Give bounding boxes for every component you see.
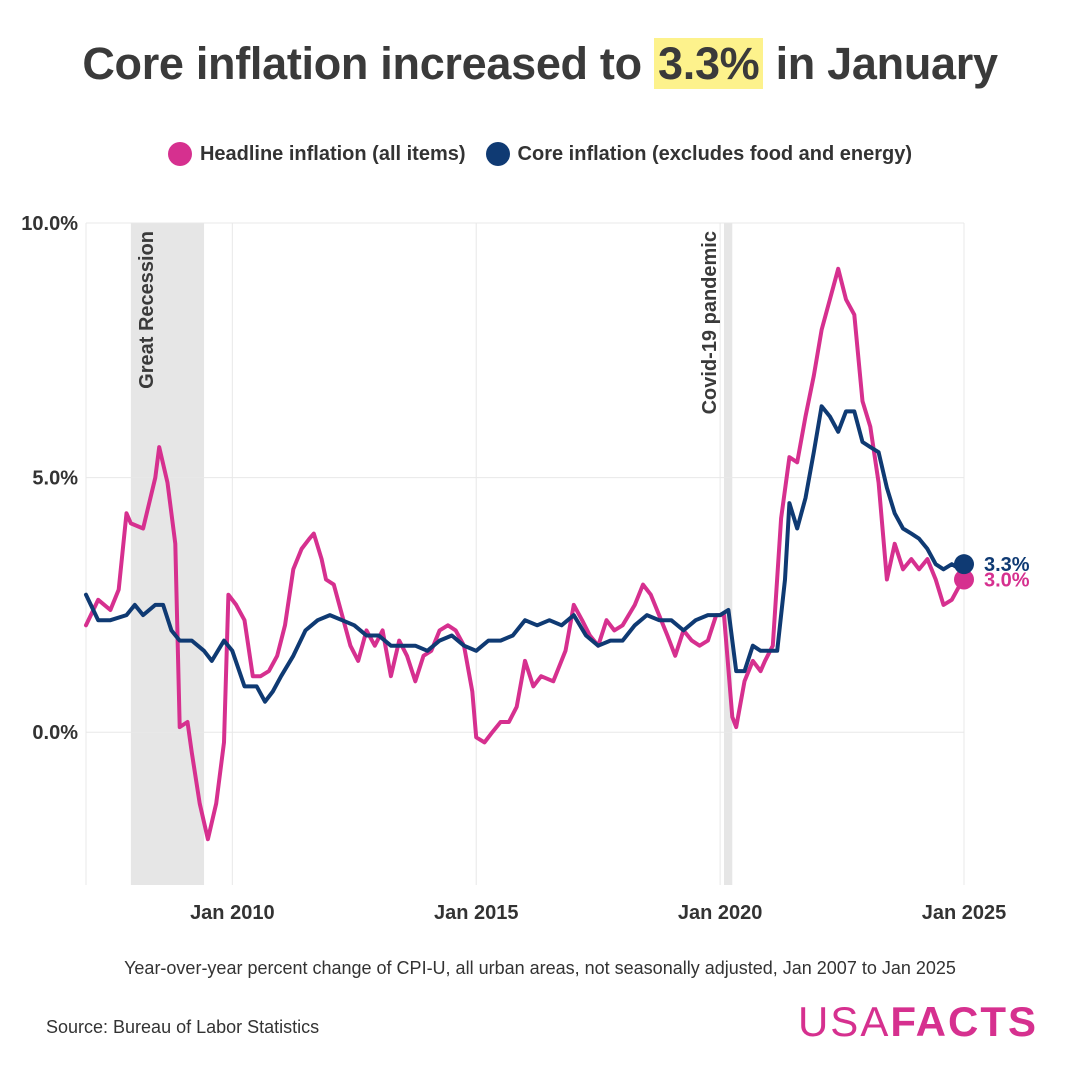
page-title: Core inflation increased to 3.3% in Janu…	[0, 38, 1080, 90]
series-line-headline	[84, 266, 966, 842]
end-label-headline: 3.0%	[984, 569, 1030, 591]
y-tick-label: 10.0%	[21, 213, 78, 235]
y-tick-label: 5.0%	[32, 468, 78, 490]
end-point-core	[954, 554, 974, 575]
legend-dot-headline	[167, 142, 192, 166]
shaded-period-label: Covid-19 pandemic	[699, 231, 721, 414]
end-label-core: 3.3%	[984, 554, 1030, 576]
title-prefix: Core inflation increased to	[82, 38, 642, 89]
x-tick-label: Jan 2010	[190, 902, 275, 924]
legend-dot-core	[485, 142, 510, 166]
legend-label-headline: Headline inflation (all items)	[199, 142, 466, 165]
x-tick-label: Jan 2025	[922, 902, 1007, 924]
title-highlight: 3.3%	[654, 38, 764, 89]
legend-label-core: Core inflation (excludes food and energy…	[517, 142, 913, 165]
title-suffix: in January	[775, 38, 998, 89]
logo-facts: FACTS	[890, 998, 1038, 1045]
shaded-period-0	[130, 223, 205, 885]
chart-legend: Headline inflation (all items) Core infl…	[0, 142, 1080, 166]
line-chart: 0.0% 5.0% 10.0% Jan 2010 Jan 2015 Jan 2020 Jan…	[21, 213, 1030, 924]
series-line-core	[84, 404, 966, 704]
shaded-period-label: Great Recession	[136, 231, 158, 389]
logo-usa: USA	[797, 998, 891, 1045]
legend-item-core: Core inflation (excludes food and energy…	[485, 142, 913, 166]
y-tick-label: 0.0%	[32, 722, 78, 744]
usafacts-logo: USAFACTS	[798, 998, 1038, 1046]
x-tick-label: Jan 2015	[434, 902, 519, 924]
legend-item-headline: Headline inflation (all items)	[167, 142, 466, 166]
x-tick-label: Jan 2020	[678, 902, 763, 924]
end-point-headline	[954, 569, 974, 590]
chart-subtitle: Year-over-year percent change of CPI-U, …	[124, 958, 956, 978]
source-note: Source: Bureau of Labor Statistics	[46, 1017, 320, 1037]
shaded-period-1	[724, 223, 733, 885]
